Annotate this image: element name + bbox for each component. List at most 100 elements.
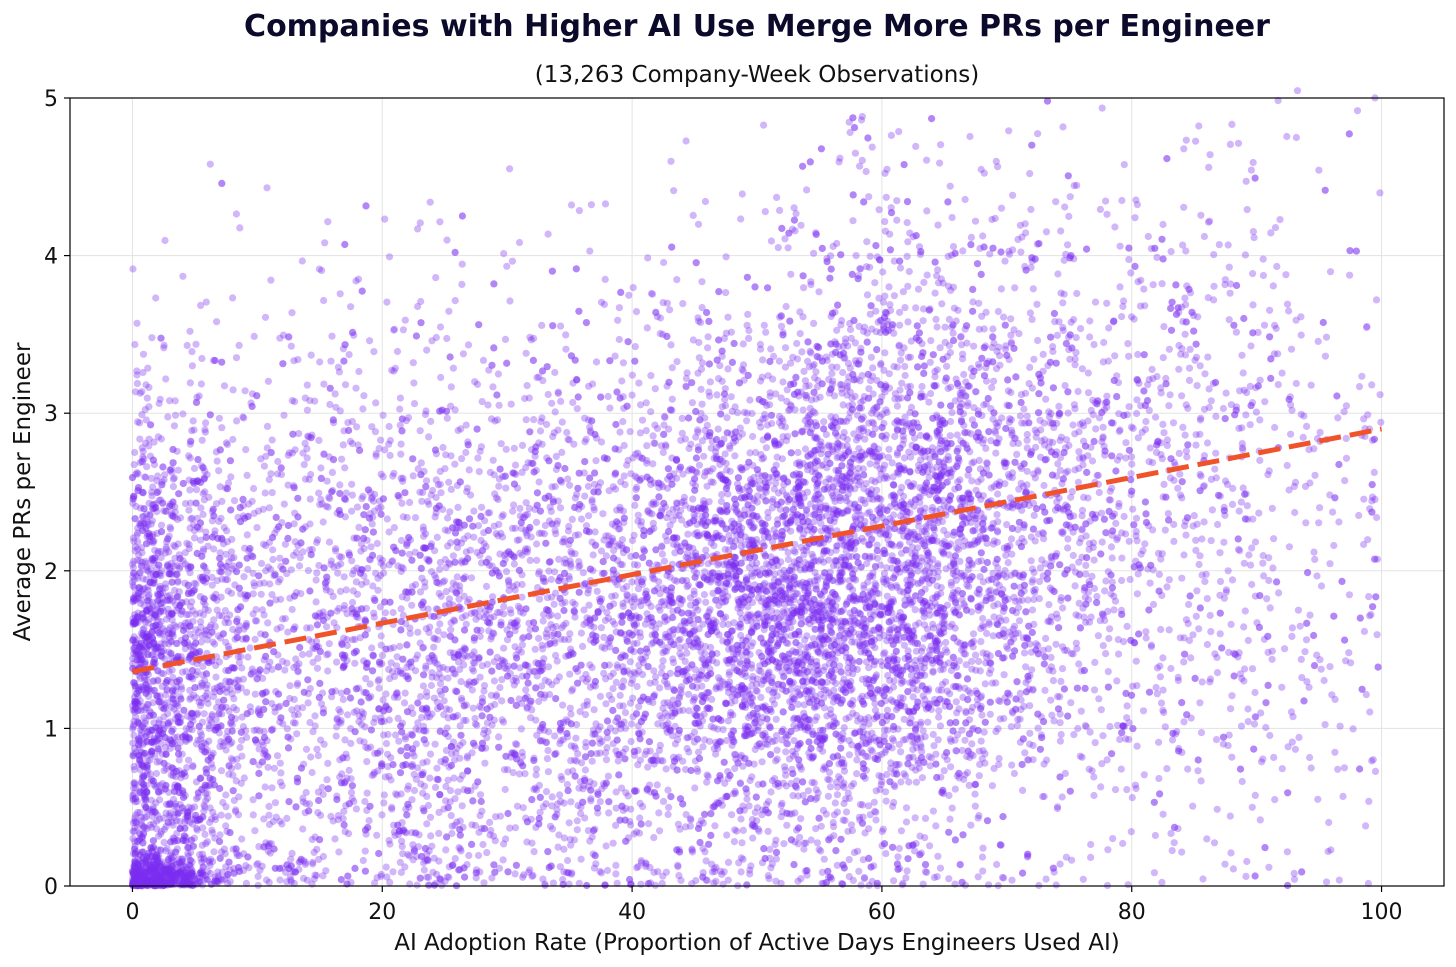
scatter-point bbox=[142, 877, 150, 885]
scatter-point bbox=[745, 759, 753, 767]
scatter-point bbox=[1098, 408, 1106, 416]
scatter-point bbox=[148, 853, 156, 861]
scatter-point bbox=[692, 549, 700, 557]
scatter-point bbox=[697, 641, 705, 649]
scatter-point bbox=[781, 590, 790, 598]
scatter-point bbox=[187, 673, 195, 681]
scatter-point bbox=[427, 612, 435, 620]
scatter-point bbox=[457, 678, 465, 686]
scatter-point bbox=[714, 587, 722, 595]
scatter-point bbox=[397, 626, 405, 634]
scatter-point bbox=[1106, 625, 1114, 633]
scatter-point bbox=[1251, 872, 1259, 880]
scatter-point bbox=[229, 294, 237, 302]
scatter-point bbox=[565, 651, 573, 659]
scatter-point bbox=[923, 207, 931, 215]
scatter-point bbox=[409, 359, 417, 367]
scatter-point bbox=[389, 868, 397, 876]
scatter-point bbox=[950, 662, 958, 670]
scatter-point bbox=[276, 876, 284, 884]
scatter-point bbox=[867, 302, 875, 310]
scatter-point bbox=[1197, 729, 1206, 737]
scatter-point bbox=[984, 881, 993, 889]
scatter-point bbox=[818, 357, 827, 365]
scatter-point bbox=[161, 236, 169, 245]
scatter-point bbox=[834, 507, 842, 515]
scatter-point bbox=[1181, 294, 1189, 302]
scatter-point bbox=[1315, 519, 1323, 527]
scatter-point bbox=[478, 712, 486, 720]
scatter-point bbox=[837, 476, 845, 485]
scatter-point bbox=[820, 855, 828, 863]
scatter-point bbox=[875, 623, 883, 631]
scatter-point bbox=[1178, 494, 1186, 502]
scatter-point bbox=[1140, 351, 1148, 359]
scatter-point bbox=[779, 607, 787, 616]
scatter-point bbox=[1162, 380, 1170, 388]
scatter-point bbox=[185, 654, 194, 662]
scatter-point bbox=[564, 856, 572, 865]
scatter-point bbox=[492, 494, 501, 502]
scatter-point bbox=[256, 711, 264, 719]
scatter-point bbox=[422, 544, 430, 552]
scatter-point bbox=[1341, 477, 1349, 485]
scatter-point bbox=[502, 484, 510, 492]
scatter-point bbox=[390, 543, 398, 551]
scatter-point bbox=[647, 408, 655, 416]
scatter-point bbox=[1193, 382, 1201, 390]
scatter-point bbox=[732, 500, 740, 509]
scatter-point bbox=[338, 770, 346, 778]
scatter-point bbox=[925, 306, 933, 314]
scatter-point bbox=[140, 872, 148, 881]
scatter-point bbox=[1283, 461, 1291, 470]
scatter-point bbox=[141, 473, 149, 481]
scatter-point bbox=[1087, 853, 1095, 862]
scatter-point bbox=[872, 242, 880, 250]
scatter-point bbox=[318, 500, 326, 508]
scatter-point bbox=[410, 847, 418, 855]
scatter-point bbox=[459, 738, 467, 747]
scatter-point bbox=[1303, 422, 1311, 430]
scatter-point bbox=[164, 855, 172, 864]
scatter-point bbox=[161, 471, 169, 479]
scatter-point bbox=[971, 802, 979, 810]
scatter-point bbox=[543, 606, 551, 614]
scatter-point bbox=[772, 658, 780, 666]
scatter-point bbox=[873, 403, 881, 411]
scatter-point bbox=[1068, 563, 1076, 571]
scatter-point bbox=[867, 377, 875, 385]
scatter-point bbox=[464, 554, 472, 563]
scatter-point bbox=[1180, 718, 1188, 726]
scatter-point bbox=[1112, 467, 1120, 475]
scatter-point bbox=[1249, 270, 1257, 278]
scatter-point bbox=[557, 635, 565, 643]
scatter-point bbox=[152, 769, 161, 778]
scatter-point bbox=[152, 504, 160, 512]
scatter-point bbox=[846, 485, 855, 493]
scatter-point bbox=[988, 575, 996, 583]
scatter-point bbox=[377, 470, 385, 478]
scatter-point bbox=[591, 852, 599, 860]
scatter-point bbox=[885, 604, 894, 612]
scatter-point bbox=[187, 848, 195, 857]
scatter-point bbox=[800, 284, 808, 292]
scatter-point bbox=[1181, 431, 1189, 439]
scatter-point bbox=[1144, 381, 1152, 389]
scatter-point bbox=[762, 497, 770, 505]
scatter-point bbox=[893, 860, 902, 868]
scatter-point bbox=[196, 774, 204, 783]
scatter-point bbox=[933, 473, 941, 481]
scatter-point bbox=[174, 877, 182, 885]
scatter-point bbox=[733, 584, 741, 592]
scatter-point bbox=[1049, 384, 1057, 392]
scatter-point bbox=[441, 729, 449, 738]
scatter-point bbox=[1057, 433, 1065, 441]
scatter-point bbox=[1030, 355, 1038, 363]
scatter-point bbox=[969, 527, 977, 535]
scatter-point bbox=[1249, 329, 1257, 337]
scatter-point bbox=[217, 722, 225, 730]
scatter-point bbox=[1009, 191, 1017, 199]
scatter-point bbox=[450, 756, 459, 764]
scatter-point bbox=[147, 726, 155, 734]
scatter-point bbox=[906, 719, 914, 727]
